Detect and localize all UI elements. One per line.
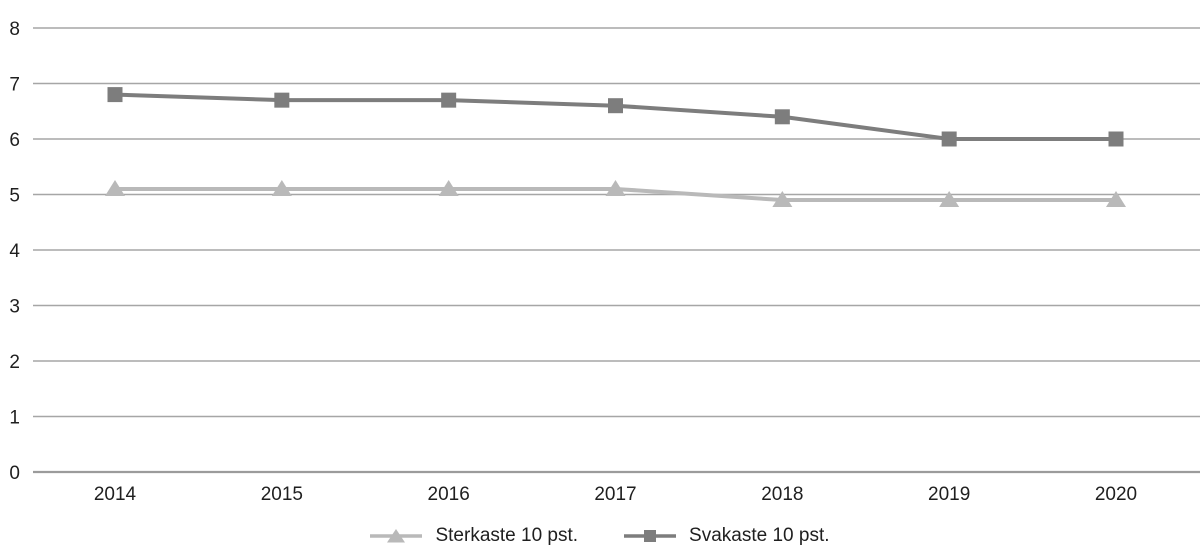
data-point-marker bbox=[271, 179, 292, 196]
data-point-marker bbox=[1106, 191, 1126, 208]
data-point-marker bbox=[608, 98, 623, 114]
legend-item-svakaste: Svakaste 10 pst. bbox=[624, 525, 830, 547]
legend-label-svakaste: Svakaste 10 pst. bbox=[689, 525, 830, 546]
data-point-marker bbox=[438, 179, 459, 196]
data-point-marker bbox=[1108, 131, 1124, 147]
data-point-marker bbox=[774, 109, 790, 125]
x-axis-tick-label: 2015 bbox=[261, 484, 303, 505]
data-point-marker bbox=[105, 179, 125, 196]
y-axis-tick-label: 3 bbox=[9, 297, 20, 318]
y-axis-tick-label: 5 bbox=[9, 186, 20, 207]
data-point-marker bbox=[107, 87, 123, 103]
plot-area: 0 1 2 3 4 5 6 7 8 2014 2015 2016 2017 2018 2019 2020 bbox=[9, 19, 1200, 505]
y-axis-tick-label: 1 bbox=[9, 408, 20, 429]
x-axis-tick-label: 2017 bbox=[594, 484, 636, 505]
y-axis-tick-label: 8 bbox=[9, 19, 20, 40]
y-axis-tick-label: 6 bbox=[9, 130, 20, 151]
legend-label-sterkaste: Sterkaste 10 pst. bbox=[435, 525, 579, 546]
square-marker-swatch-icon bbox=[624, 530, 677, 542]
data-point-marker bbox=[605, 179, 626, 196]
triangle-marker-swatch-icon bbox=[370, 529, 423, 543]
y-axis-tick-label: 7 bbox=[9, 75, 20, 96]
x-axis-tick-label: 2018 bbox=[761, 484, 803, 505]
legend-item-sterkaste: Sterkaste 10 pst. bbox=[370, 525, 578, 547]
x-axis-tick-label: 2020 bbox=[1095, 484, 1137, 505]
y-axis-tick-label: 2 bbox=[9, 352, 20, 373]
x-axis-tick-label: 2019 bbox=[928, 484, 970, 505]
data-point-marker bbox=[441, 92, 457, 108]
y-axis-tick-label: 0 bbox=[9, 463, 20, 484]
x-axis-tick-label: 2014 bbox=[94, 484, 137, 505]
data-point-marker bbox=[274, 92, 290, 108]
x-axis-tick-label: 2016 bbox=[428, 484, 470, 505]
data-point-marker bbox=[772, 191, 793, 208]
legend: Sterkaste 10 pst. Svakaste 10 pst. bbox=[0, 521, 1200, 551]
data-point-marker bbox=[941, 131, 957, 147]
data-point-marker bbox=[939, 191, 960, 208]
y-axis-tick-label: 4 bbox=[9, 241, 20, 262]
